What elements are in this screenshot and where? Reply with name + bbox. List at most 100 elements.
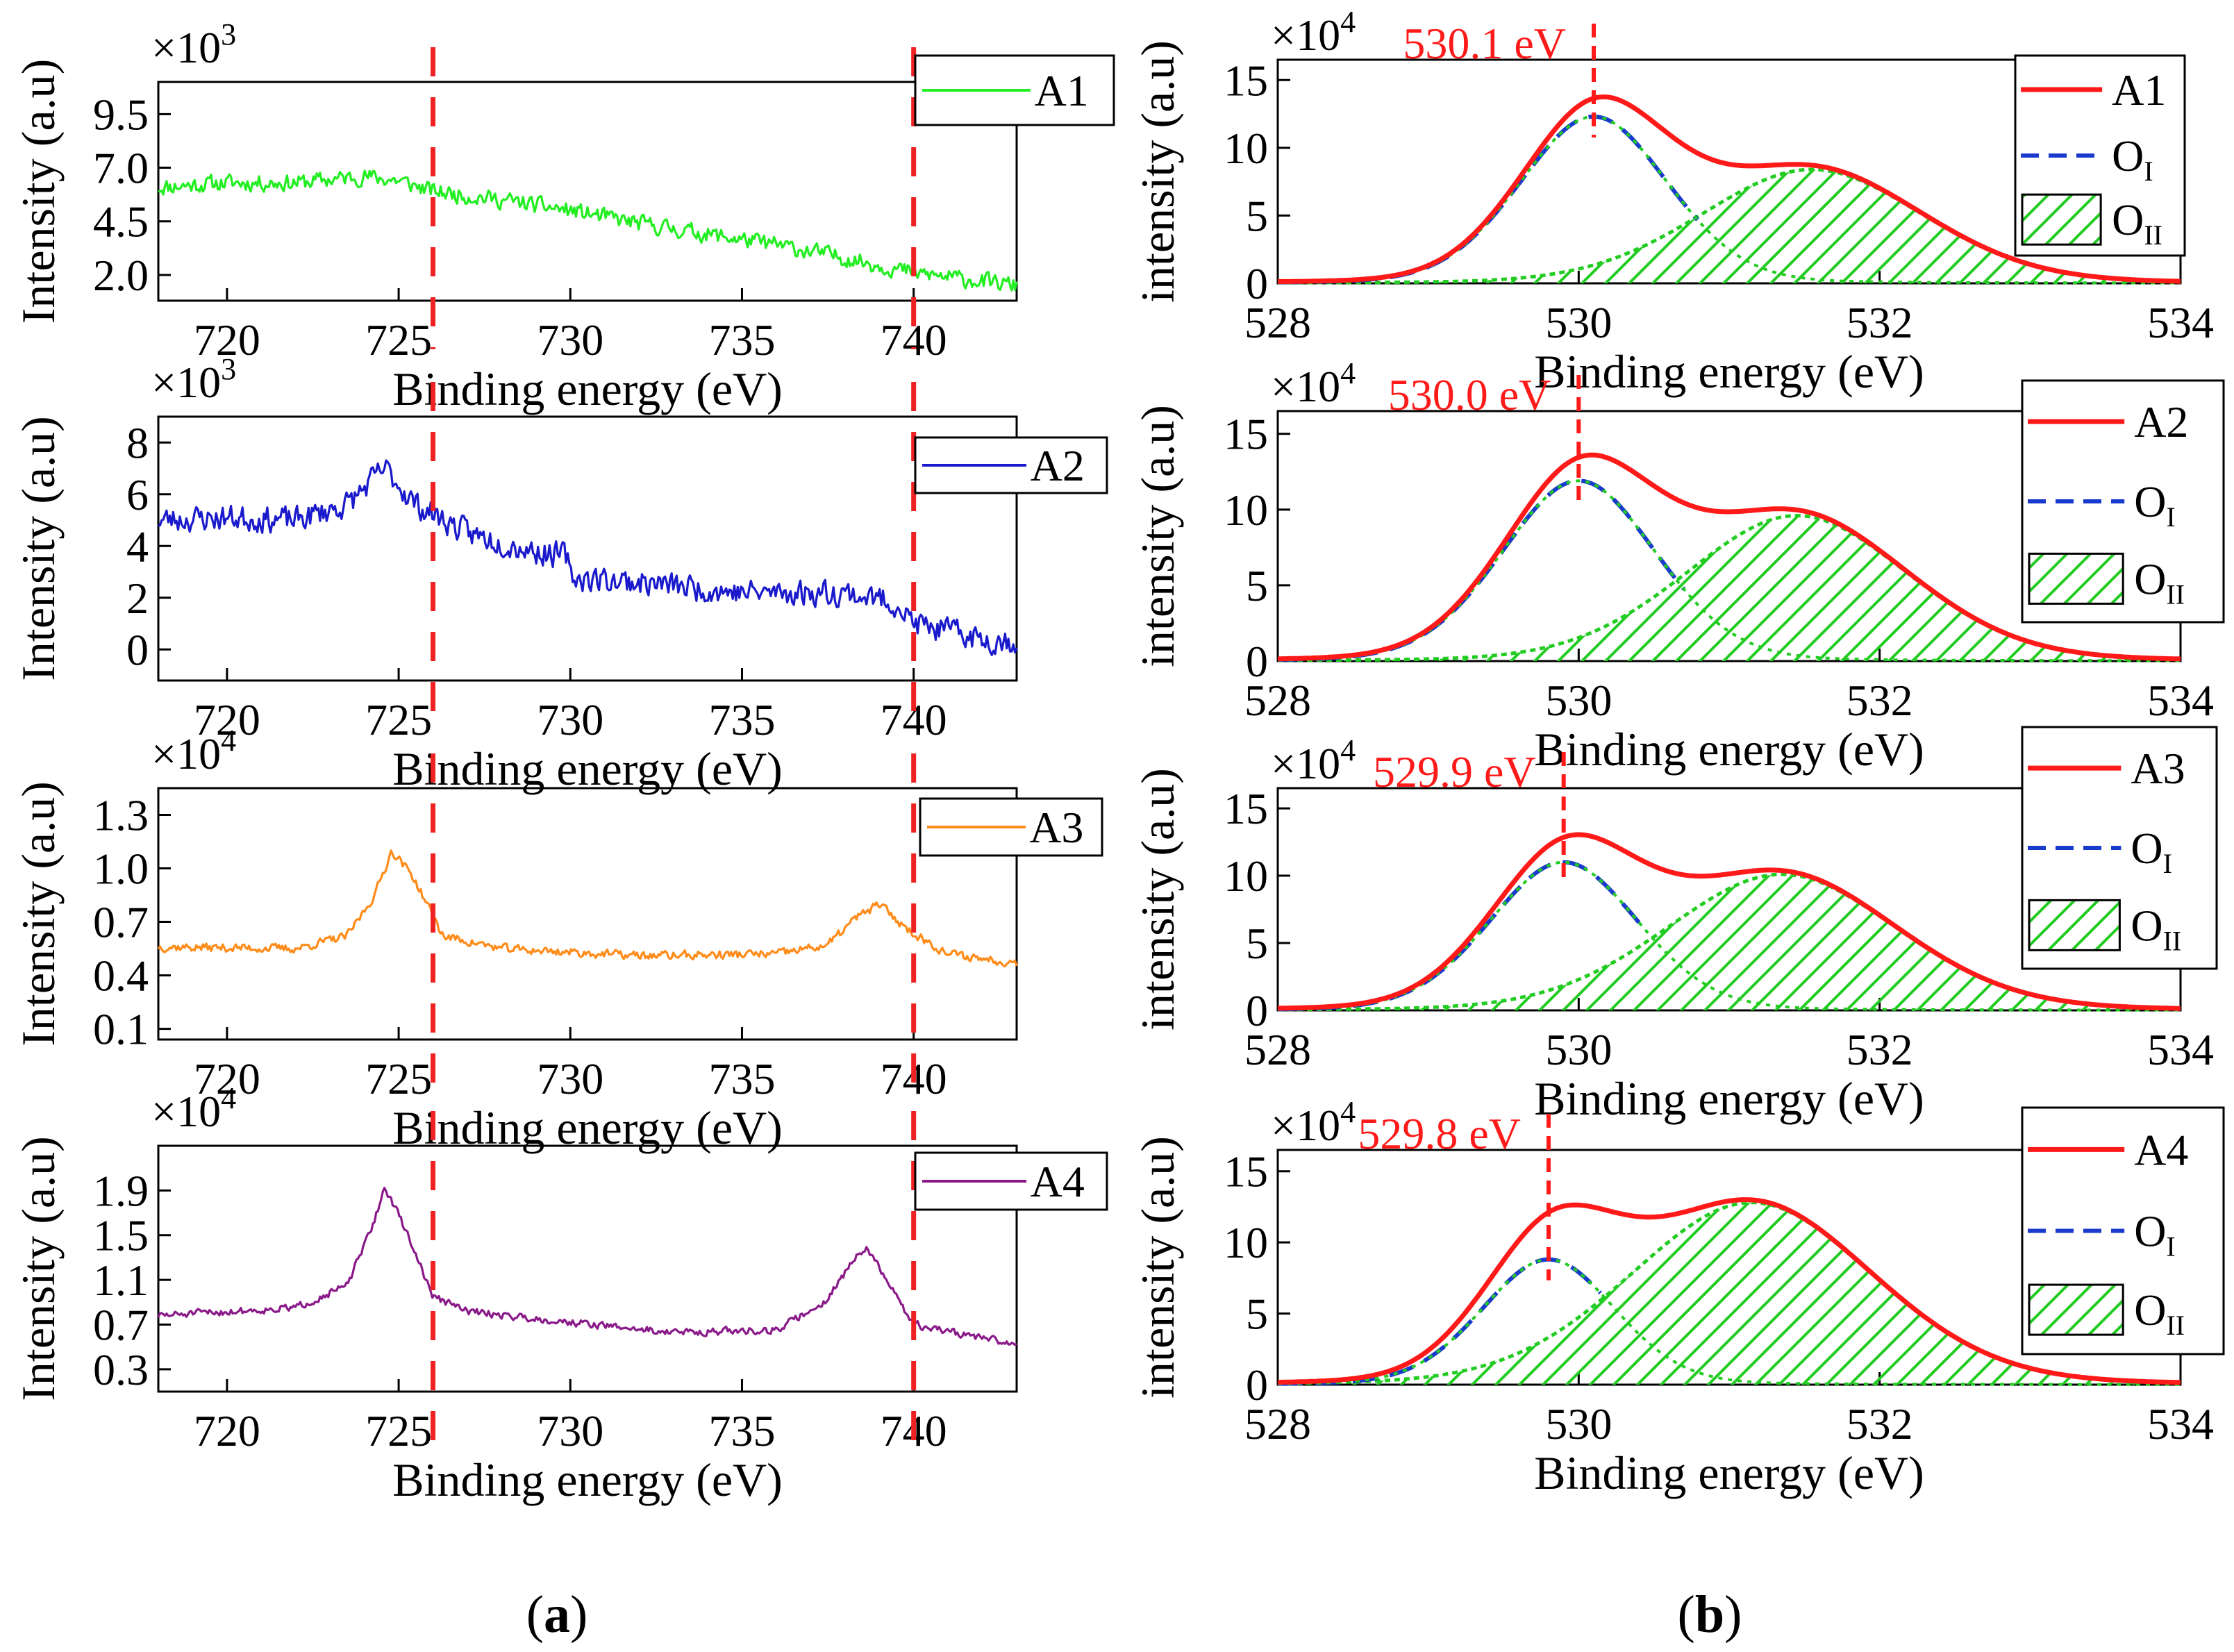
b2-legend-label-total: A2: [2134, 397, 2188, 447]
a1-ytick-label: 2.0: [93, 251, 149, 300]
a1-legend-label: A1: [1035, 66, 1089, 115]
a3-ytick-label: 0.7: [93, 898, 149, 947]
b2-legend-swatch-oii: [2028, 552, 2124, 605]
b1-ytick-label: 10: [1224, 124, 1268, 173]
a2-series-a2: [158, 459, 1018, 656]
b3-xtick-label: 528: [1244, 1025, 1311, 1074]
a3-axes-frame: [157, 787, 1018, 1041]
a4-axes-frame: [157, 1144, 1018, 1393]
b1-legend-label-oi: OI: [2112, 131, 2153, 187]
a4-ytick-label: 1.5: [93, 1211, 149, 1260]
a4-xlabel: Binding energy (eV): [392, 1453, 783, 1506]
a3-series-a3: [157, 849, 1018, 968]
a2-xtick-label: 725: [365, 695, 432, 744]
b2-ytick-label: 15: [1224, 410, 1268, 459]
b1-xlabel: Binding energy (eV): [1534, 345, 1924, 398]
b4-legend-label-oii: OII: [2134, 1285, 2185, 1341]
b1-ylabel: intensity (a.u): [1131, 40, 1184, 303]
b1-total-fit: [1277, 94, 2181, 285]
b3-legend-label-total: A3: [2131, 744, 2185, 793]
a2-xtick-label: 730: [537, 695, 603, 744]
b1-xtick-label: 530: [1545, 298, 1612, 347]
a2-axes-frame: [157, 415, 1018, 682]
a2-multiplier: ×103: [151, 352, 236, 407]
b1-xtick-label: 532: [1847, 298, 1913, 347]
a4-legend-label: A4: [1031, 1157, 1085, 1206]
b2-peak-label: 530.0 eV: [1388, 370, 1551, 419]
b4-legend-label-total: A4: [2134, 1125, 2188, 1174]
b3-oii-area: [1278, 874, 2181, 1010]
b1-peak-label: 530.1 eV: [1403, 19, 1566, 68]
b1-legend-label-total: A1: [2112, 65, 2166, 115]
b4-xtick-label: 530: [1545, 1399, 1612, 1449]
b2-oii-area: [1278, 515, 2181, 661]
b3-ytick-label: 15: [1224, 784, 1268, 833]
a2-ytick-label: 2: [126, 574, 149, 623]
b1-multiplier: ×104: [1271, 5, 1356, 60]
b3-legend-label-oi: OI: [2131, 824, 2172, 879]
b2-xtick-label: 532: [1847, 676, 1913, 725]
a4-xtick-label: 725: [365, 1406, 432, 1455]
b3-legend-swatch-oii: [2028, 899, 2121, 951]
b4-xtick-label: 532: [1847, 1399, 1913, 1449]
b2-ytick-label: 0: [1246, 637, 1268, 686]
b3-ylabel: intensity (a.u): [1131, 768, 1184, 1031]
b4-legend-label-oi: OI: [2134, 1207, 2176, 1262]
a4-xtick-label: 730: [537, 1406, 603, 1455]
b4-ylabel: intensity (a.u): [1131, 1136, 1184, 1399]
a4-ylabel: Intensity (a.u): [12, 1136, 65, 1401]
a4-series-a4: [157, 1187, 1017, 1346]
b4-total-fit: [1277, 1197, 2181, 1385]
b2-oi-envelope: [1277, 479, 2181, 662]
b3-legend-label-oii: OII: [2131, 901, 2181, 956]
b2-oii-envelope: [1278, 513, 2181, 662]
b2-legend-label-oii: OII: [2134, 554, 2185, 610]
a4-xtick-label: 720: [194, 1406, 260, 1455]
a1-axes-frame: [157, 81, 1018, 302]
a1-xtick-label: 735: [708, 315, 775, 365]
a1-ytick-label: 4.5: [93, 197, 149, 247]
a3-xtick-label: 735: [708, 1054, 775, 1103]
a4-ytick-label: 0.7: [93, 1300, 149, 1349]
a3-ylabel: Intensity (a.u): [12, 781, 65, 1046]
a1-xtick-label: 725: [365, 315, 432, 365]
b4-xtick-label: 534: [2147, 1399, 2214, 1449]
b4-ytick-label: 0: [1246, 1360, 1268, 1410]
a2-ylabel: Intensity (a.u): [12, 416, 65, 681]
b1-xtick-label: 534: [2147, 298, 2214, 347]
panel-label-a: (a): [526, 1585, 588, 1644]
b4-oii-envelope: [1277, 1201, 2181, 1385]
a2-ytick-label: 0: [126, 625, 149, 674]
b2-ytick-label: 10: [1224, 485, 1268, 535]
b2-ytick-label: 5: [1246, 561, 1268, 610]
b2-xlabel: Binding energy (eV): [1534, 723, 1924, 776]
a2-legend-label: A2: [1031, 441, 1085, 490]
b3-peak-label: 529.9 eV: [1373, 747, 1536, 796]
a3-ytick-label: 1.0: [93, 844, 149, 894]
b4-oi-envelope: [1277, 1258, 2181, 1386]
b3-total-fit: [1277, 832, 2181, 1011]
b3-oi-envelope: [1278, 860, 2181, 1012]
a4-ytick-label: 1.1: [93, 1255, 149, 1305]
b2-oi-component: [1277, 478, 1686, 662]
b2-total-fit: [1277, 452, 2181, 662]
b1-oii-area: [1278, 169, 2181, 283]
b3-multiplier: ×104: [1271, 733, 1356, 788]
a3-multiplier: ×104: [151, 724, 236, 778]
a1-multiplier: ×103: [151, 17, 236, 72]
a4-ytick-label: 0.3: [93, 1345, 149, 1394]
b1-xtick-label: 528: [1244, 298, 1311, 347]
a1-xtick-label: 730: [537, 315, 603, 365]
b2-legend-label-oi: OI: [2134, 477, 2176, 533]
a4-xtick-label: 735: [708, 1406, 775, 1455]
b3-ytick-label: 5: [1246, 919, 1268, 968]
a1-xlabel: Binding energy (eV): [392, 362, 783, 415]
b4-ytick-label: 5: [1246, 1290, 1268, 1339]
a1-xtick-label: 720: [194, 315, 260, 365]
a1-ytick-label: 7.0: [93, 144, 149, 193]
b1-ytick-label: 15: [1224, 56, 1268, 105]
b3-xtick-label: 530: [1545, 1025, 1612, 1074]
a2-xlabel: Binding energy (eV): [392, 742, 783, 795]
